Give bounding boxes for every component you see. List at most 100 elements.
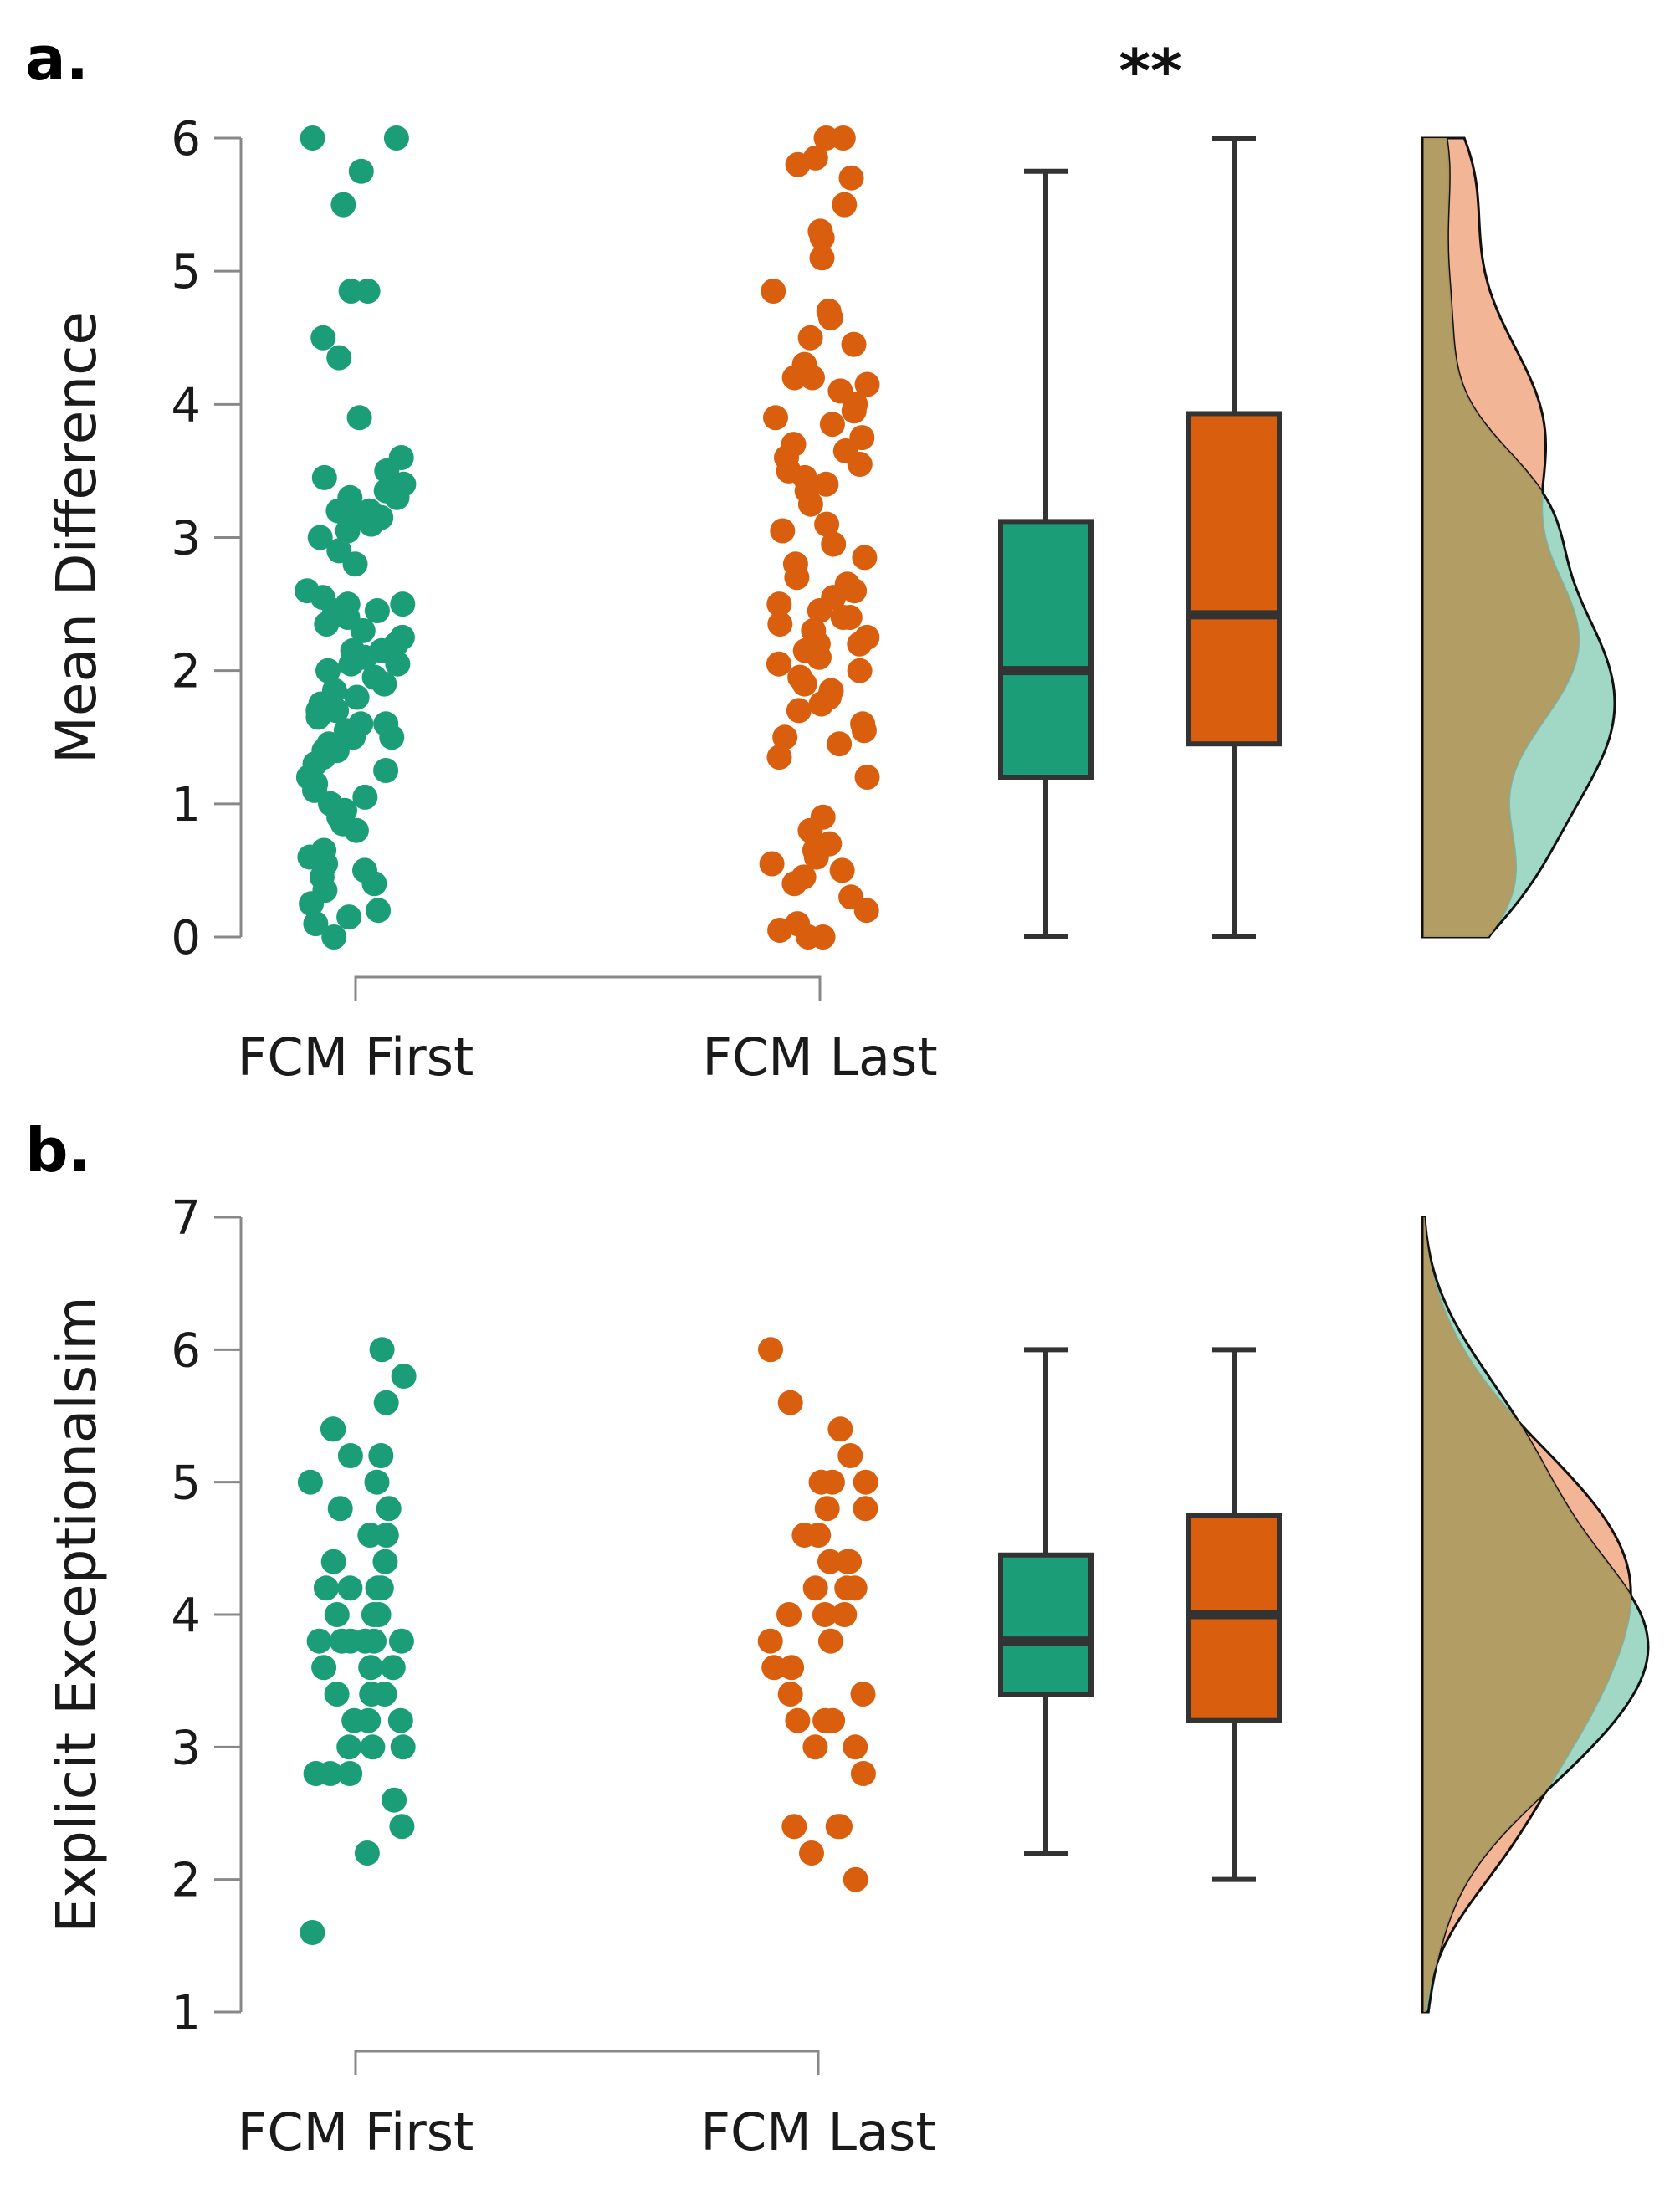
data-point [361,871,387,897]
data-point [320,1549,346,1574]
data-point [837,1443,863,1468]
data-point [358,1655,384,1681]
data-point [772,724,798,750]
data-point [808,691,834,717]
data-point [809,225,835,251]
category-label: FCM Last [700,2101,935,2163]
data-point [819,1469,845,1495]
data-point [766,651,791,677]
y-tick-label: 0 [171,911,201,965]
data-point [777,1682,803,1707]
y-tick-label: 2 [171,1854,201,1908]
data-point [324,1682,350,1707]
panel-label: a. [25,23,89,94]
y-tick-label: 6 [171,1323,201,1378]
data-point [834,1549,860,1574]
data-point [781,365,807,391]
data-point [358,511,384,537]
data-point [307,525,333,550]
y-tick-label: 5 [171,245,201,299]
data-point [390,1734,416,1760]
data-point [854,765,880,790]
data-point [369,1337,395,1363]
data-point [799,1840,824,1866]
data-point [847,658,873,683]
data-point [315,658,341,683]
data-point [807,598,832,623]
data-point [338,1628,363,1654]
data-point [784,565,810,591]
data-point [829,857,855,883]
data-point [350,617,376,643]
y-tick-label: 3 [171,512,201,566]
data-point [317,1761,343,1786]
data-point [847,631,873,657]
data-point [817,1549,843,1574]
data-point [343,817,369,843]
data-point [326,345,352,371]
data-point [827,731,853,757]
data-point [366,898,392,924]
data-point [802,1575,828,1601]
data-point [321,924,347,950]
data-point [843,1734,868,1760]
y-tick-label: 1 [171,1986,201,2040]
data-point [850,1682,876,1707]
data-point [338,651,364,677]
data-point [819,412,845,438]
data-point [802,1734,828,1760]
data-point [385,651,411,677]
data-point [344,684,370,710]
data-point [786,698,812,724]
data-point [853,1496,878,1522]
data-point [854,371,880,397]
data-point [820,1707,846,1733]
data-point [311,1655,337,1681]
data-point [796,924,821,950]
data-point [800,365,825,391]
y-tick-label: 7 [171,1191,201,1246]
data-point [817,1628,843,1654]
data-point [297,1469,323,1495]
data-point [770,518,796,544]
data-point [382,1787,407,1813]
data-point [832,1602,858,1627]
data-point [300,125,325,151]
data-point [373,758,399,783]
data-point [336,1734,362,1760]
data-point [767,612,793,637]
data-point [348,158,374,184]
category-label: FCM First [238,2101,474,2163]
data-point [809,245,835,271]
data-point [757,1628,783,1654]
data-point [781,871,807,897]
data-point [814,511,840,537]
data-point [387,1707,413,1733]
panel-a: a. 0 1 2 3 4 5 6 Mean Difference FCM First FCM Las… [25,23,1616,1088]
data-point [841,398,867,424]
data-point [337,1575,363,1601]
data-point [853,1469,878,1495]
data-point [842,578,868,604]
data-point [361,1628,387,1654]
data-point [320,1416,346,1442]
data-point [365,1575,391,1601]
data-point [364,598,390,623]
data-point [379,724,405,750]
data-point [825,1814,851,1840]
category-label: FCM Last [702,1026,937,1088]
data-point [827,1416,853,1442]
data-point [352,784,378,810]
data-point [373,1523,399,1548]
data-point [817,305,843,330]
box-iqr [998,1552,1094,1697]
y-tick-label: 1 [171,778,201,832]
data-point [843,1866,868,1892]
data-point [781,1814,807,1840]
data-point [759,851,785,877]
data-point [797,325,823,351]
data-point [834,1575,860,1601]
significance-marker: ** [1119,36,1181,106]
data-point [299,891,325,917]
data-point [361,1602,387,1627]
